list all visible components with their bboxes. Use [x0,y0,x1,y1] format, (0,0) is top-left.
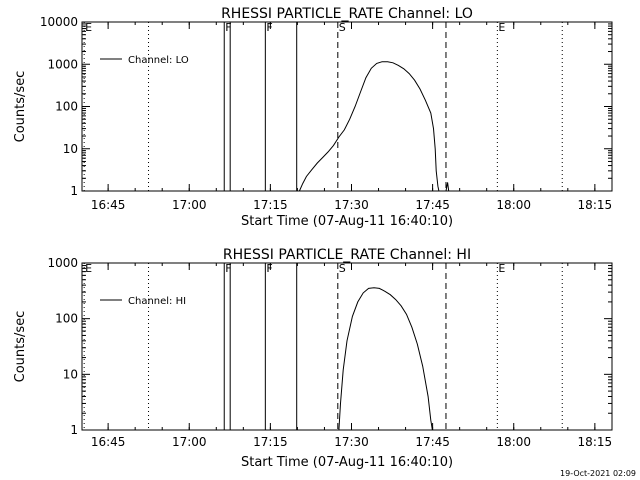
event-marker-label: E [498,21,505,34]
x-tick-label: 16:45 [91,198,126,212]
y-tick-label: 10000 [40,15,78,29]
x-tick-label: 16:45 [91,435,126,449]
y-tick-label: 10 [63,142,78,156]
x-axis-label: Start Time (07-Aug-11 16:40:10) [241,455,453,470]
chart-title: RHESSI PARTICLE_RATE Channel: LO [221,6,473,22]
event-marker-label: F [225,262,231,275]
chart-panel-hi: RHESSI PARTICLE_RATE Channel: HI 16:45 17:… [13,247,613,470]
x-tick-label: 17:15 [253,198,288,212]
y-tick-label: 1 [70,423,78,437]
x-tick-label: 17:00 [172,198,207,212]
event-marker-label: S [339,21,346,34]
series-line [338,287,433,431]
x-tick-label: 17:00 [172,435,207,449]
event-marker-label: F [266,262,272,275]
y-tick-label: 100 [55,312,78,326]
x-tick-label: 17:30 [334,198,369,212]
event-marker-label: F [225,21,231,34]
x-tick-label: 17:30 [334,435,369,449]
x-tick-label: 18:15 [578,198,613,212]
y-axis-label: Counts/sec [13,311,28,383]
plot-timestamp: 19-Oct-2021 02:09 [560,469,636,478]
plot-frame [81,262,613,431]
x-axis-label: Start Time (07-Aug-11 16:40:10) [241,214,453,229]
x-tick-label: 18:15 [578,435,613,449]
y-axis-label: Counts/sec [13,71,28,143]
x-tick-label: 17:15 [253,435,288,449]
series-line [445,182,450,192]
event-marker-label: E [85,21,92,34]
y-tick-label: 100 [55,100,78,114]
event-marker-label: F [266,21,272,34]
event-marker-label: E [85,262,92,275]
plot-frame [81,21,613,192]
chart-title: RHESSI PARTICLE_RATE Channel: HI [223,247,471,263]
x-tick-label: 17:45 [415,435,450,449]
y-tick-label: 1000 [47,57,78,71]
legend-label: Channel: HI [128,296,186,307]
x-tick-label: 18:00 [496,435,531,449]
event-marker-label: S [339,262,346,275]
chart-panel-lo: RHESSI PARTICLE_RATE Channel: LO 16:45 17:… [13,6,613,229]
legend-label: Channel: LO [128,55,189,66]
y-tick-label: 1000 [47,256,78,270]
event-marker-label: E [498,262,505,275]
x-tick-label: 18:00 [496,198,531,212]
y-tick-label: 1 [70,184,78,198]
series-line [298,61,440,192]
y-tick-label: 10 [63,367,78,381]
x-tick-label: 17:45 [415,198,450,212]
